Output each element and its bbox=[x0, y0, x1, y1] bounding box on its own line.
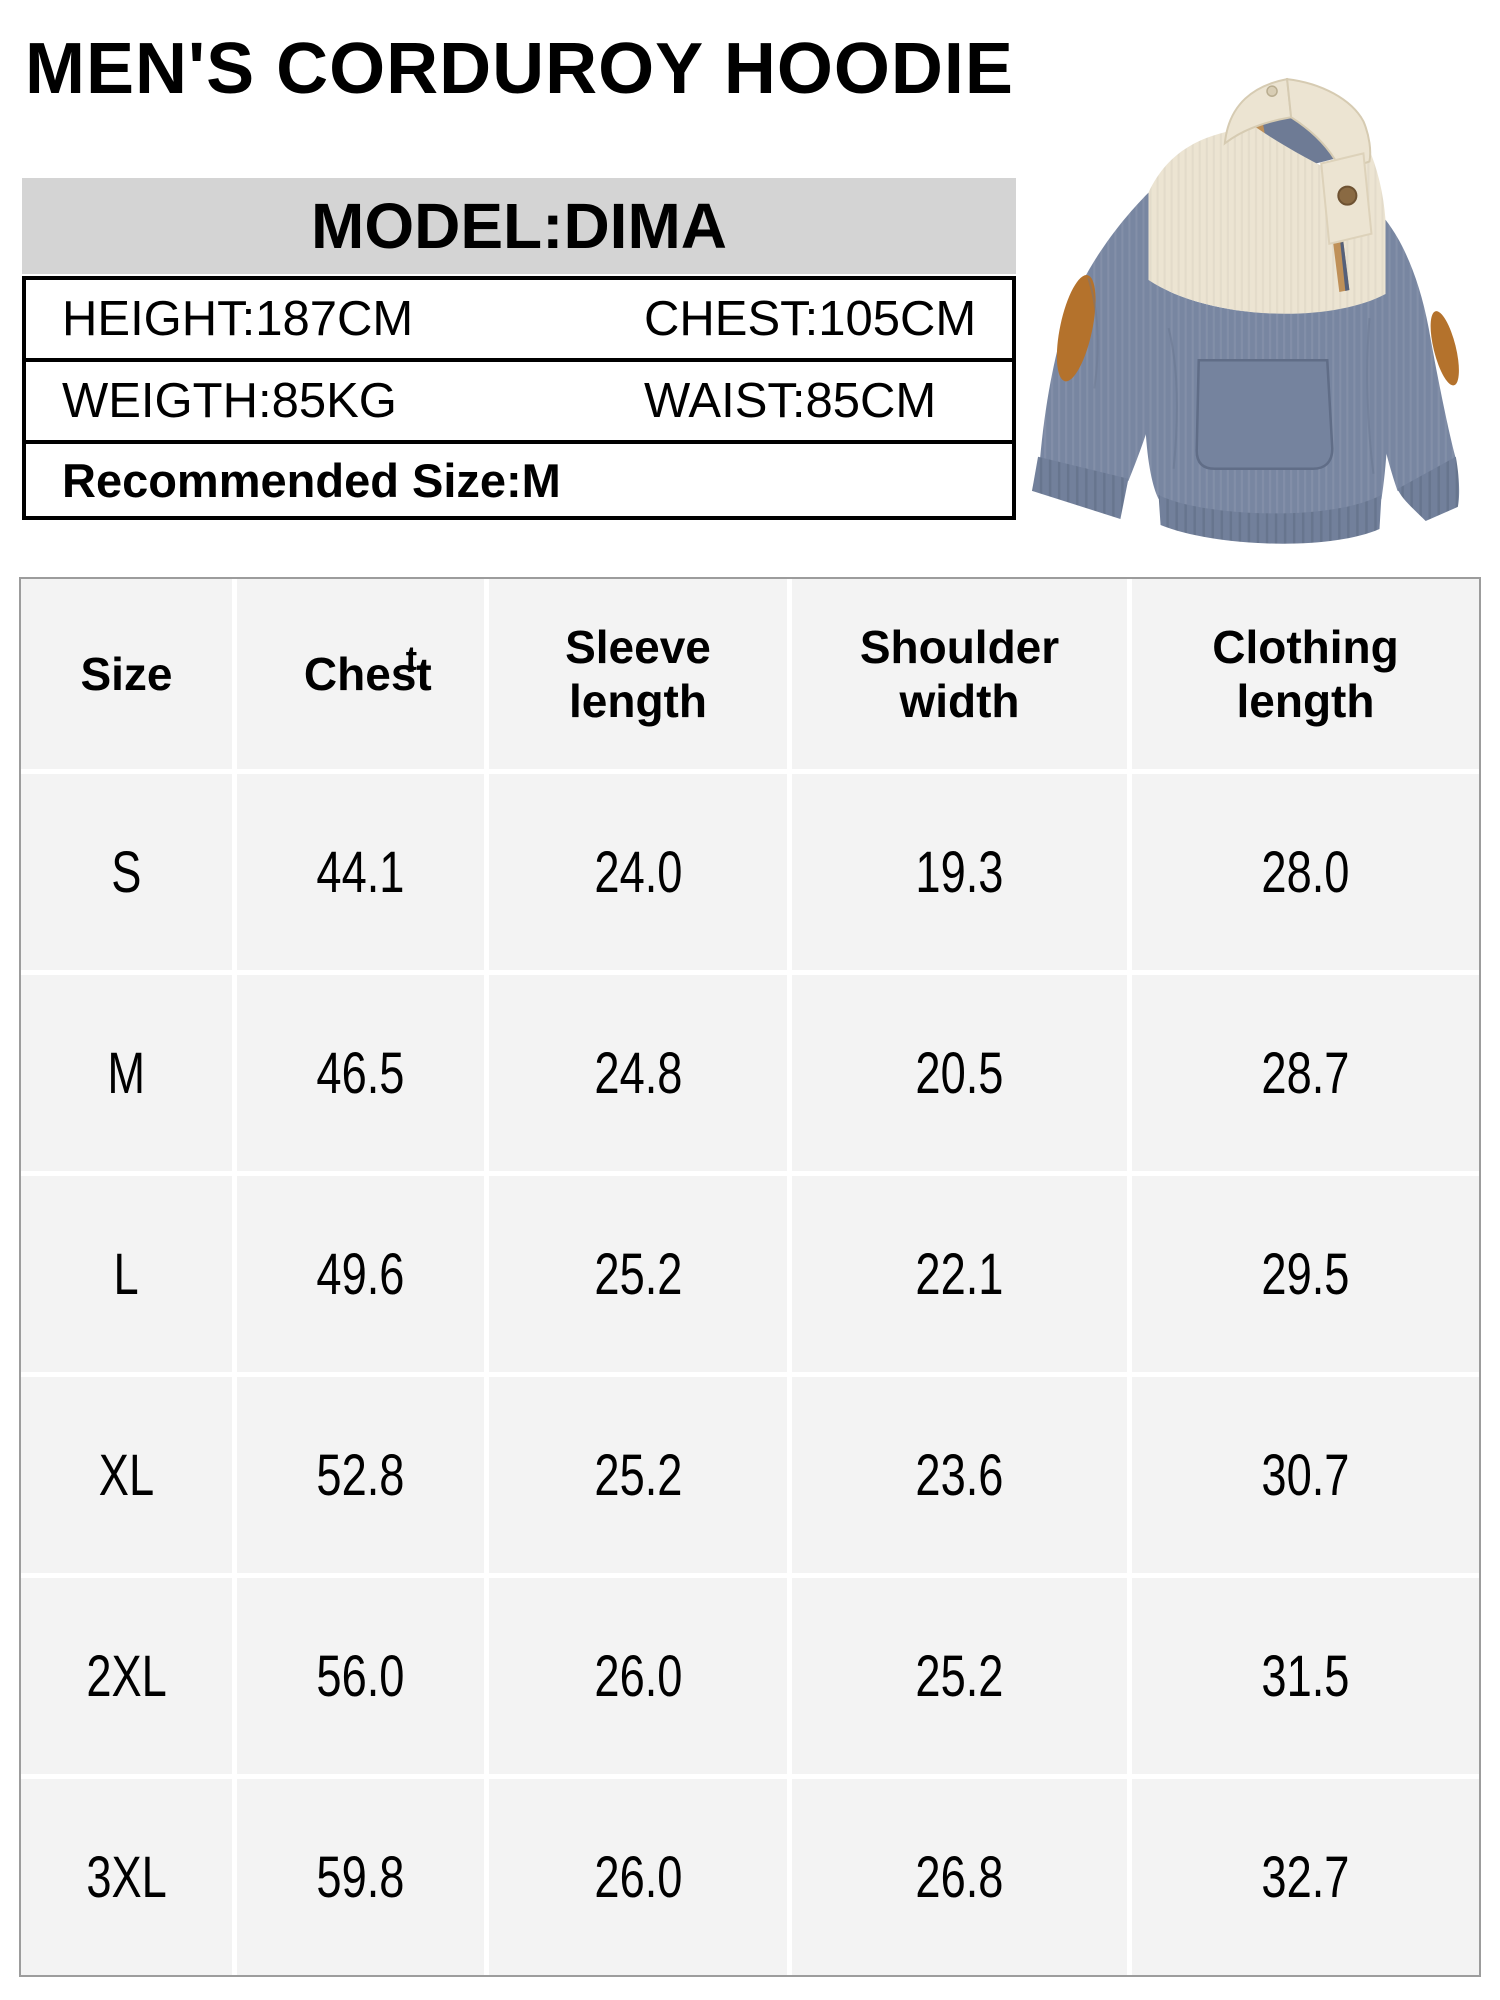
model-chest: CHEST:105CM bbox=[644, 292, 977, 346]
chest-header-artifact: t bbox=[405, 639, 418, 678]
shoulder-width-value: 22.1 bbox=[792, 1176, 1127, 1372]
recommended-size: Recommended Size:M bbox=[62, 453, 561, 507]
chest-value: 59.8 bbox=[237, 1779, 484, 1975]
size-label: 2XL bbox=[21, 1578, 232, 1774]
chest-value: 49.6 bbox=[237, 1176, 484, 1372]
page-title: MEN'S CORDUROY HOODIE bbox=[25, 29, 1014, 109]
clothing-length-value: 30.7 bbox=[1132, 1377, 1479, 1573]
size-label: 3XL bbox=[21, 1779, 232, 1975]
model-height: HEIGHT:187CM bbox=[62, 292, 414, 346]
column-header-size: Size bbox=[21, 579, 232, 769]
model-stats-row: HEIGHT:187CM CHEST:105CM bbox=[26, 280, 1012, 362]
model-info-panel: MODEL:DIMA HEIGHT:187CM CHEST:105CM WEIG… bbox=[22, 178, 1016, 520]
chest-value: 46.5 bbox=[237, 975, 484, 1171]
size-label: M bbox=[21, 975, 232, 1171]
model-waist: WAIST:85CM bbox=[644, 374, 937, 428]
column-header-clothing-length: Clothing length bbox=[1132, 579, 1479, 769]
size-chart-table: Size Chest t Sleeve length Shoulder width… bbox=[19, 577, 1481, 1977]
chest-value: 52.8 bbox=[237, 1377, 484, 1573]
shoulder-width-value: 25.2 bbox=[792, 1578, 1127, 1774]
shoulder-width-value: 23.6 bbox=[792, 1377, 1127, 1573]
clothing-length-value: 28.0 bbox=[1132, 774, 1479, 970]
size-label: XL bbox=[21, 1377, 232, 1573]
sleeve-length-value: 26.0 bbox=[489, 1578, 787, 1774]
shoulder-width-value: 19.3 bbox=[792, 774, 1127, 970]
sleeve-length-value: 24.8 bbox=[489, 975, 787, 1171]
column-header-sleeve-length: Sleeve length bbox=[489, 579, 787, 769]
sleeve-length-value: 25.2 bbox=[489, 1377, 787, 1573]
clothing-length-value: 28.7 bbox=[1132, 975, 1479, 1171]
sleeve-length-value: 24.0 bbox=[489, 774, 787, 970]
shoulder-width-value: 20.5 bbox=[792, 975, 1127, 1171]
clothing-length-value: 29.5 bbox=[1132, 1176, 1479, 1372]
model-name-header: MODEL:DIMA bbox=[22, 178, 1016, 274]
sleeve-length-value: 26.0 bbox=[489, 1779, 787, 1975]
model-weight: WEIGTH:85KG bbox=[62, 374, 397, 428]
shoulder-width-value: 26.8 bbox=[792, 1779, 1127, 1975]
chest-value: 44.1 bbox=[237, 774, 484, 970]
column-header-chest: Chest t bbox=[237, 579, 484, 769]
chest-value: 56.0 bbox=[237, 1578, 484, 1774]
model-stats-row: WEIGTH:85KG WAIST:85CM bbox=[26, 362, 1012, 444]
clothing-length-value: 31.5 bbox=[1132, 1578, 1479, 1774]
column-header-shoulder-width: Shoulder width bbox=[792, 579, 1127, 769]
clothing-length-value: 32.7 bbox=[1132, 1779, 1479, 1975]
size-label: L bbox=[21, 1176, 232, 1372]
sleeve-length-value: 25.2 bbox=[489, 1176, 787, 1372]
recommended-size-row: Recommended Size:M bbox=[26, 444, 1012, 516]
model-stats-box: HEIGHT:187CM CHEST:105CM WEIGTH:85KG WAI… bbox=[22, 276, 1016, 520]
size-label: S bbox=[21, 774, 232, 970]
